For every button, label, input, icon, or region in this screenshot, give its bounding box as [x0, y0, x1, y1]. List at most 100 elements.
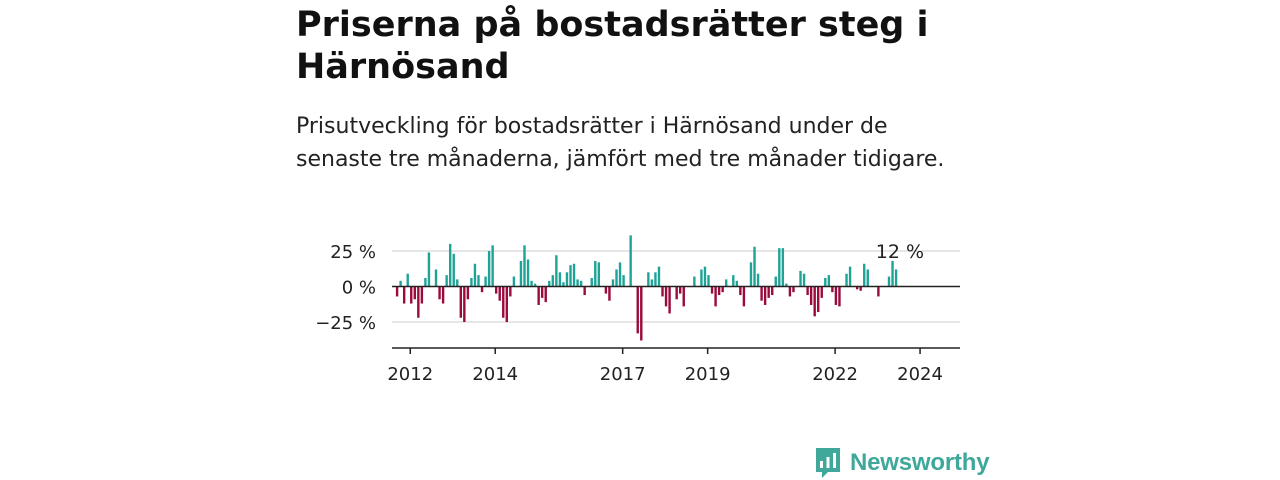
last-value-label: 12 %: [876, 241, 924, 263]
bar: [576, 279, 579, 287]
bar: [785, 283, 788, 287]
bar: [402, 286, 406, 304]
bar: [434, 269, 438, 287]
bar: [622, 275, 625, 287]
bar: [477, 275, 480, 287]
bar: [544, 286, 547, 303]
bar: [721, 286, 724, 293]
y-tick-label: 25 %: [330, 242, 376, 263]
x-tick-label: 2012: [387, 364, 433, 385]
bar: [505, 286, 509, 322]
bar: [555, 255, 558, 287]
bar: [700, 269, 703, 287]
bar: [654, 272, 657, 287]
bar: [827, 275, 831, 287]
bar: [562, 282, 565, 287]
bar: [427, 252, 431, 287]
x-tick-label: 2014: [472, 364, 518, 385]
bar: [530, 280, 533, 287]
bar: [855, 286, 859, 290]
bar: [410, 286, 413, 304]
bar: [473, 263, 477, 287]
brand-name: Newsworthy: [850, 449, 990, 476]
bar: [877, 286, 880, 297]
newsworthy-logo-icon: [816, 448, 840, 478]
bar: [512, 276, 516, 287]
bar: [788, 286, 792, 297]
bar: [438, 286, 441, 300]
bar: [675, 286, 678, 300]
bar: [491, 245, 494, 287]
chart-subtitle: Prisutveckling för bostadsrätter i Härnö…: [296, 114, 945, 172]
bar: [742, 286, 746, 307]
y-tick-label: 0 %: [342, 278, 376, 299]
bar: [445, 275, 448, 287]
bar: [834, 286, 838, 305]
bar: [420, 286, 424, 304]
bar: [756, 273, 760, 287]
bar: [452, 253, 455, 287]
x-tick-label: 2019: [685, 364, 731, 385]
bar: [459, 286, 462, 318]
bar: [526, 259, 530, 287]
bar: [611, 279, 615, 287]
bar: [753, 246, 756, 287]
bar: [523, 245, 526, 287]
bar: [618, 262, 622, 287]
bar: [629, 235, 632, 287]
bar: [565, 272, 569, 287]
bar: [551, 275, 555, 287]
bar: [569, 265, 572, 287]
bar: [859, 286, 862, 291]
bar: [424, 277, 427, 287]
bar: [615, 269, 618, 287]
bar: [502, 286, 505, 318]
bar: [533, 283, 537, 287]
bar: [863, 263, 866, 287]
bar: [406, 273, 409, 287]
bar: [463, 286, 466, 322]
bar: [441, 286, 445, 304]
bar: [650, 279, 654, 287]
bar: [456, 279, 459, 287]
bar: [887, 276, 891, 287]
bar: [608, 286, 611, 301]
bar: [693, 276, 696, 287]
chart-title: Priserna på bostadsrätter steg i Härnösa…: [296, 5, 929, 87]
bar: [604, 286, 608, 294]
bar: [590, 277, 593, 287]
bar: [845, 273, 848, 287]
x-tick-label: 2017: [600, 364, 646, 385]
bar: [682, 286, 685, 307]
bar: [838, 286, 841, 307]
bar: [466, 286, 470, 300]
bar: [470, 277, 473, 287]
bar: [540, 286, 544, 298]
bar: [657, 266, 661, 287]
bar: [767, 286, 770, 298]
bar: [636, 286, 639, 334]
bar: [824, 277, 827, 287]
bar: [771, 286, 774, 296]
bar: [792, 286, 795, 293]
bar: [509, 286, 512, 297]
bar: [710, 286, 714, 294]
bar: [494, 286, 498, 294]
bar: [548, 280, 551, 287]
bar: [809, 286, 813, 305]
bar: [448, 243, 452, 287]
bar: [817, 286, 820, 313]
bar: [799, 270, 802, 287]
bar: [735, 280, 739, 287]
bar: [487, 251, 491, 287]
bar: [778, 248, 781, 287]
bar: [480, 286, 484, 293]
y-tick-label: −25 %: [315, 313, 376, 334]
bar: [498, 286, 501, 301]
bar: [583, 286, 586, 296]
bar: [714, 286, 717, 307]
bar: [399, 280, 402, 287]
bar: [732, 275, 735, 287]
bar: [668, 286, 671, 314]
